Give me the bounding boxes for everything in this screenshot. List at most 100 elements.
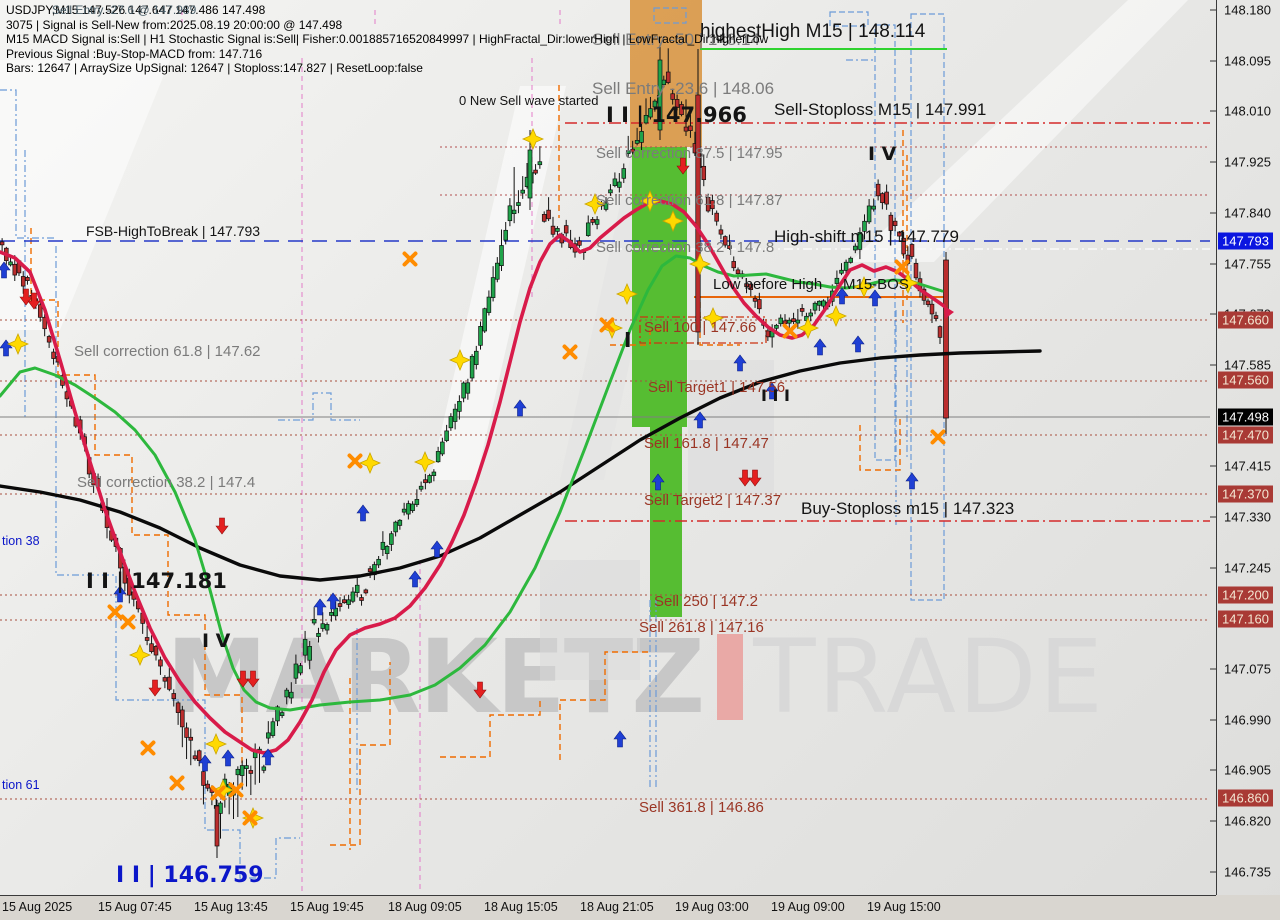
candle-body <box>205 783 210 789</box>
candle-body <box>235 768 241 776</box>
price-level-badge: 147.560 <box>1218 371 1273 389</box>
candle-body <box>248 770 254 774</box>
candle-body <box>555 228 560 232</box>
price-axis-tick: 148.095 <box>1224 53 1271 69</box>
consolidation-box <box>653 7 687 24</box>
candle-body <box>765 330 771 338</box>
star-signal-icon <box>661 209 685 233</box>
sell-arrow-icon <box>748 469 762 487</box>
candle-body <box>25 277 30 281</box>
price-axis[interactable]: 148.180 148.095 148.010 147.925 147.840 147.7… <box>1216 0 1280 895</box>
buy-arrow-icon <box>613 730 627 748</box>
candle-body <box>431 471 437 476</box>
candle-body <box>188 736 194 741</box>
x-cross-icon <box>894 259 910 275</box>
candle-body <box>452 408 458 422</box>
star-signal-icon <box>204 732 228 756</box>
candle-body <box>808 312 813 317</box>
candle-body <box>261 766 267 771</box>
buy-arrow-icon <box>813 338 827 356</box>
candle-body <box>862 220 867 232</box>
candle-body <box>153 645 159 656</box>
candle-body <box>46 336 52 343</box>
candle-body <box>695 94 701 333</box>
star-signal-icon <box>638 189 662 213</box>
candle-body <box>180 709 185 728</box>
candle-body <box>550 225 556 235</box>
sell-arrow-icon <box>738 469 752 487</box>
star-signal-icon <box>824 304 848 328</box>
buy-arrow-icon <box>313 598 327 616</box>
candle-body <box>630 148 635 153</box>
candle-body <box>516 202 521 206</box>
x-cross-icon <box>347 453 363 469</box>
time-axis-label: 15 Aug 19:45 <box>290 900 364 914</box>
price-axis-tick: 147.925 <box>1224 154 1271 170</box>
candle-body <box>342 599 347 604</box>
x-cross-icon <box>562 344 578 360</box>
zone-rect <box>632 147 687 427</box>
x-cross-icon <box>930 429 946 445</box>
candle-body <box>401 508 407 513</box>
x-cross-icon <box>169 775 185 791</box>
time-axis[interactable]: 15 Aug 2025 15 Aug 07:45 15 Aug 13:45 15 Au… <box>0 895 1280 920</box>
candle-body <box>363 589 369 594</box>
candle-body <box>469 355 475 379</box>
sell-arrow-icon <box>148 679 162 697</box>
buy-arrow-icon <box>693 411 707 429</box>
candle-body <box>384 546 390 554</box>
candle-body <box>929 303 935 315</box>
star-signal-icon <box>701 306 725 330</box>
candle-body <box>757 299 762 310</box>
candle-body <box>665 71 671 83</box>
buy-arrow-icon <box>0 339 13 357</box>
price-level-badge: 147.498 <box>1218 408 1273 426</box>
buy-arrow-icon <box>733 354 747 372</box>
fractal-channel-line <box>649 600 657 790</box>
candle-body <box>839 269 844 274</box>
star-signal-icon <box>896 271 920 295</box>
candle-body <box>617 181 622 188</box>
candle-body <box>474 350 479 365</box>
candle-body <box>307 646 312 661</box>
candle-body <box>293 663 299 679</box>
candle-body <box>533 169 538 174</box>
candle-body <box>643 115 649 124</box>
candle-body <box>397 519 403 526</box>
candle-body <box>537 161 543 166</box>
candle-body <box>909 244 915 257</box>
price-level-badge: 147.370 <box>1218 485 1273 503</box>
candle-body <box>359 597 364 601</box>
candle-body <box>324 624 330 631</box>
price-axis-tick: 147.840 <box>1224 205 1271 221</box>
buy-arrow-icon <box>261 748 275 766</box>
fractal-channel-line <box>55 246 300 879</box>
previous-signal-line: Previous Signal :Buy-Stop-MACD from: 147… <box>6 46 263 61</box>
candle-body <box>461 382 466 399</box>
candle-body <box>866 205 872 223</box>
candle-body <box>718 229 724 235</box>
candle-body <box>196 750 202 761</box>
buy-arrow-icon <box>356 504 370 522</box>
chart-title-overlay: Sell Entry -27.6 @ 147.989 <box>52 3 197 17</box>
buy-arrow-icon <box>835 287 849 305</box>
time-axis-label: 15 Aug 07:45 <box>98 900 172 914</box>
candle-body <box>585 222 591 236</box>
bars-status-line: Bars: 12647 | ArraySize UpSignal: 12647 … <box>6 61 423 75</box>
candle-body <box>0 241 5 246</box>
chart-info-header: USDJPY,M15 147.526 147.647 147.486 147.4… <box>6 3 768 76</box>
buy-arrow-icon <box>905 472 919 490</box>
psar-step-line <box>610 329 668 346</box>
x-cross-icon <box>107 604 123 620</box>
candle-body <box>705 197 711 212</box>
candle-body <box>333 607 338 617</box>
candle-body <box>499 245 504 266</box>
candle-body <box>520 189 525 194</box>
candle-body <box>612 178 618 186</box>
candle-body <box>289 691 294 699</box>
candle-body <box>683 126 689 132</box>
candle-body <box>884 191 889 205</box>
candle-body <box>8 261 13 266</box>
candle-body <box>320 623 326 629</box>
